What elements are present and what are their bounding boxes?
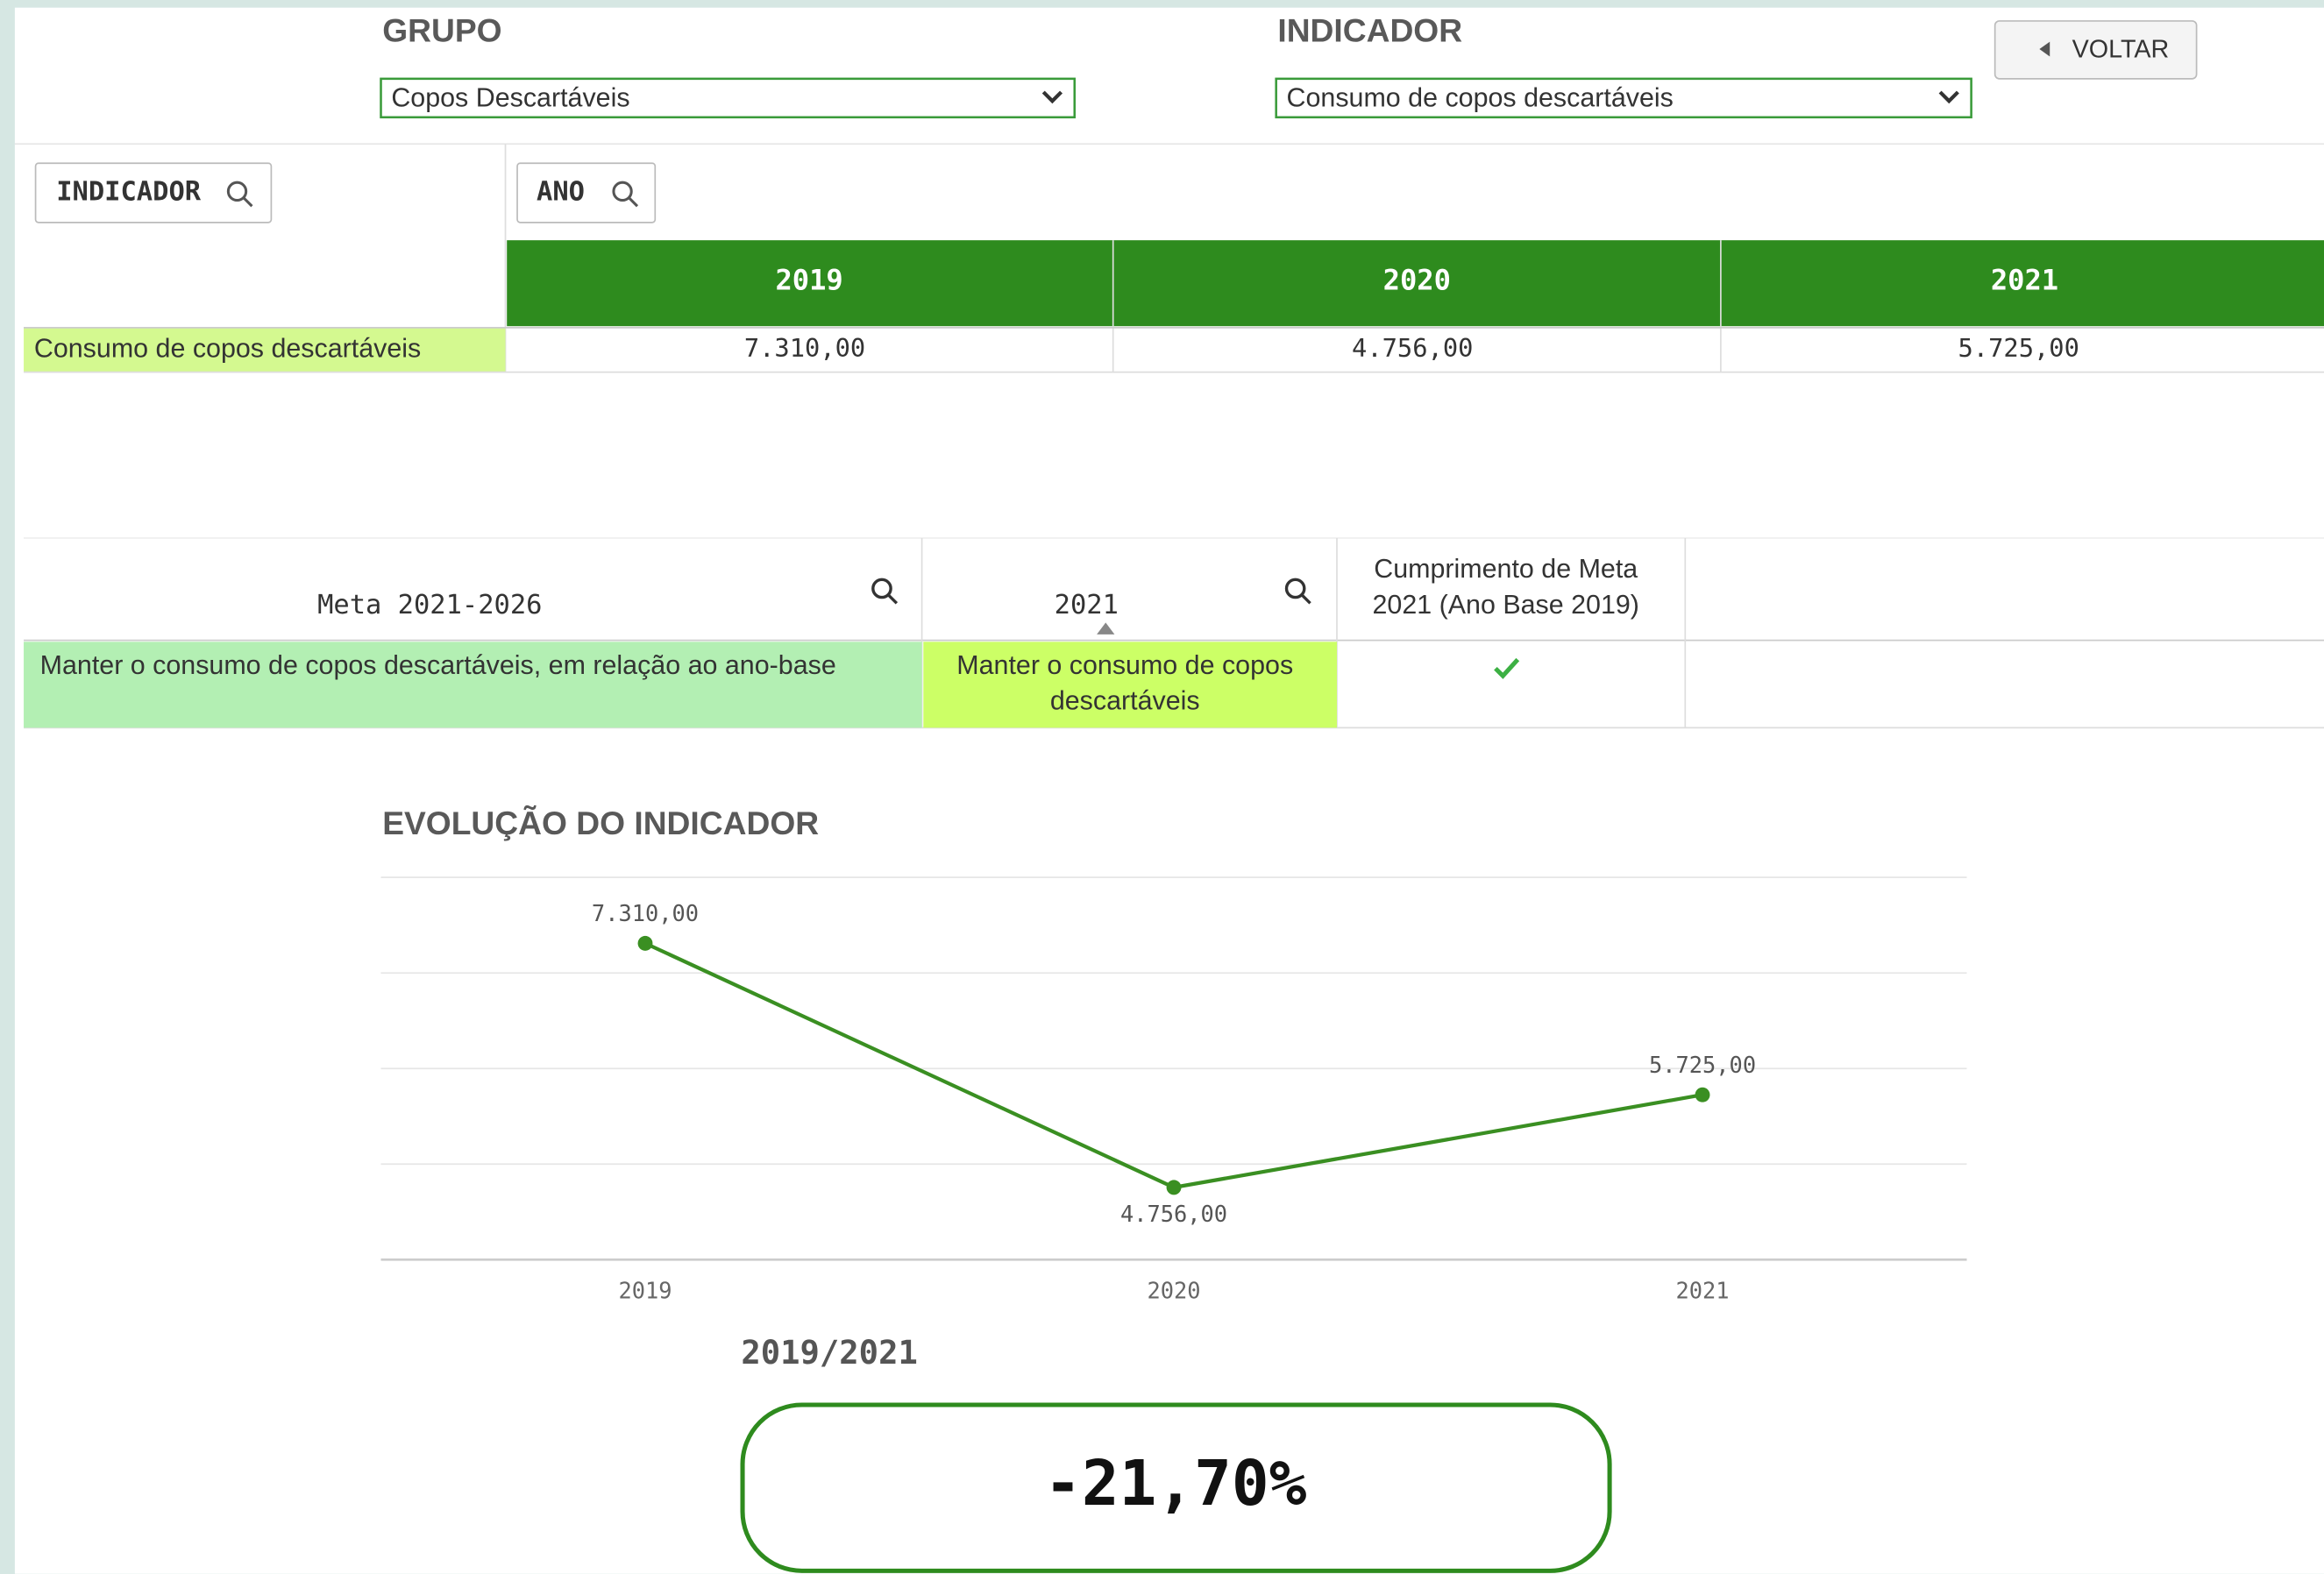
search-icon[interactable]	[1284, 578, 1311, 605]
row-label-cell	[24, 327, 506, 372]
back-button[interactable]	[1994, 20, 2198, 80]
sort-indicator	[1097, 622, 1115, 635]
cell: 4.756,00	[1352, 333, 1473, 363]
filter-label: INDICADOR	[1277, 11, 1462, 48]
goal-cell	[24, 642, 922, 728]
goal-text: Manter o consumo de copos	[956, 650, 1293, 680]
goal-text: descartáveis	[1050, 686, 1200, 716]
x-tick-label: 2020	[1147, 1278, 1200, 1304]
row-label: Consumo de copos descartáveis	[34, 333, 421, 363]
goal-cell	[923, 642, 1338, 728]
x-tick-label: 2021	[1675, 1278, 1729, 1304]
back-label: VOLTAR	[2072, 35, 2170, 63]
column-header: Cumprimento de Meta	[1374, 554, 1638, 584]
data-label: 7.310,00	[592, 900, 699, 926]
cell: 7.310,00	[744, 333, 865, 363]
kpi-box	[740, 1402, 1612, 1573]
column-header: 2021 (Ano Base 2019)	[1373, 590, 1639, 620]
x-tick-label: 2019	[618, 1278, 672, 1304]
table-header	[507, 240, 2324, 327]
search-filter-label: INDICADOR	[56, 177, 202, 208]
search-icon[interactable]	[871, 578, 899, 605]
search-filter[interactable]	[516, 162, 657, 223]
column-header: Meta 2021-2026	[317, 590, 542, 620]
search-icon	[226, 181, 253, 208]
chart-title: EVOLUÇÃO DO INDICADOR	[382, 805, 819, 841]
chevron	[1041, 90, 1063, 104]
column-header: 2021	[1991, 263, 2058, 296]
point	[1695, 1087, 1710, 1103]
data-label: 4.756,00	[1120, 1201, 1227, 1227]
chevron	[1938, 90, 1959, 104]
data-label: 5.725,00	[1649, 1052, 1756, 1078]
goal-text: Manter o consumo de copos descartáveis, …	[40, 650, 836, 680]
search-filter[interactable]	[34, 162, 273, 223]
column-header: 2020	[1383, 263, 1451, 296]
column-header: 2021	[1055, 590, 1119, 620]
dropdown[interactable]	[1275, 77, 1972, 119]
search-icon	[612, 181, 639, 208]
dropdown[interactable]	[380, 77, 1077, 119]
check-icon	[1494, 657, 1520, 679]
point	[1166, 1180, 1182, 1195]
search-filter-label: ANO	[537, 177, 585, 208]
kpi-value: -21,70%	[1044, 1447, 1306, 1520]
column-header: 2019	[775, 263, 842, 296]
dropdown-value: Copos Descartáveis	[391, 83, 629, 113]
back-icon	[2039, 41, 2050, 57]
point	[637, 935, 653, 951]
kpi-label: 2019/2021	[741, 1333, 918, 1372]
dropdown-value: Consumo de copos descartáveis	[1287, 83, 1674, 113]
filter-label: GRUPO	[382, 11, 501, 48]
cell: 5.725,00	[1958, 333, 2079, 363]
